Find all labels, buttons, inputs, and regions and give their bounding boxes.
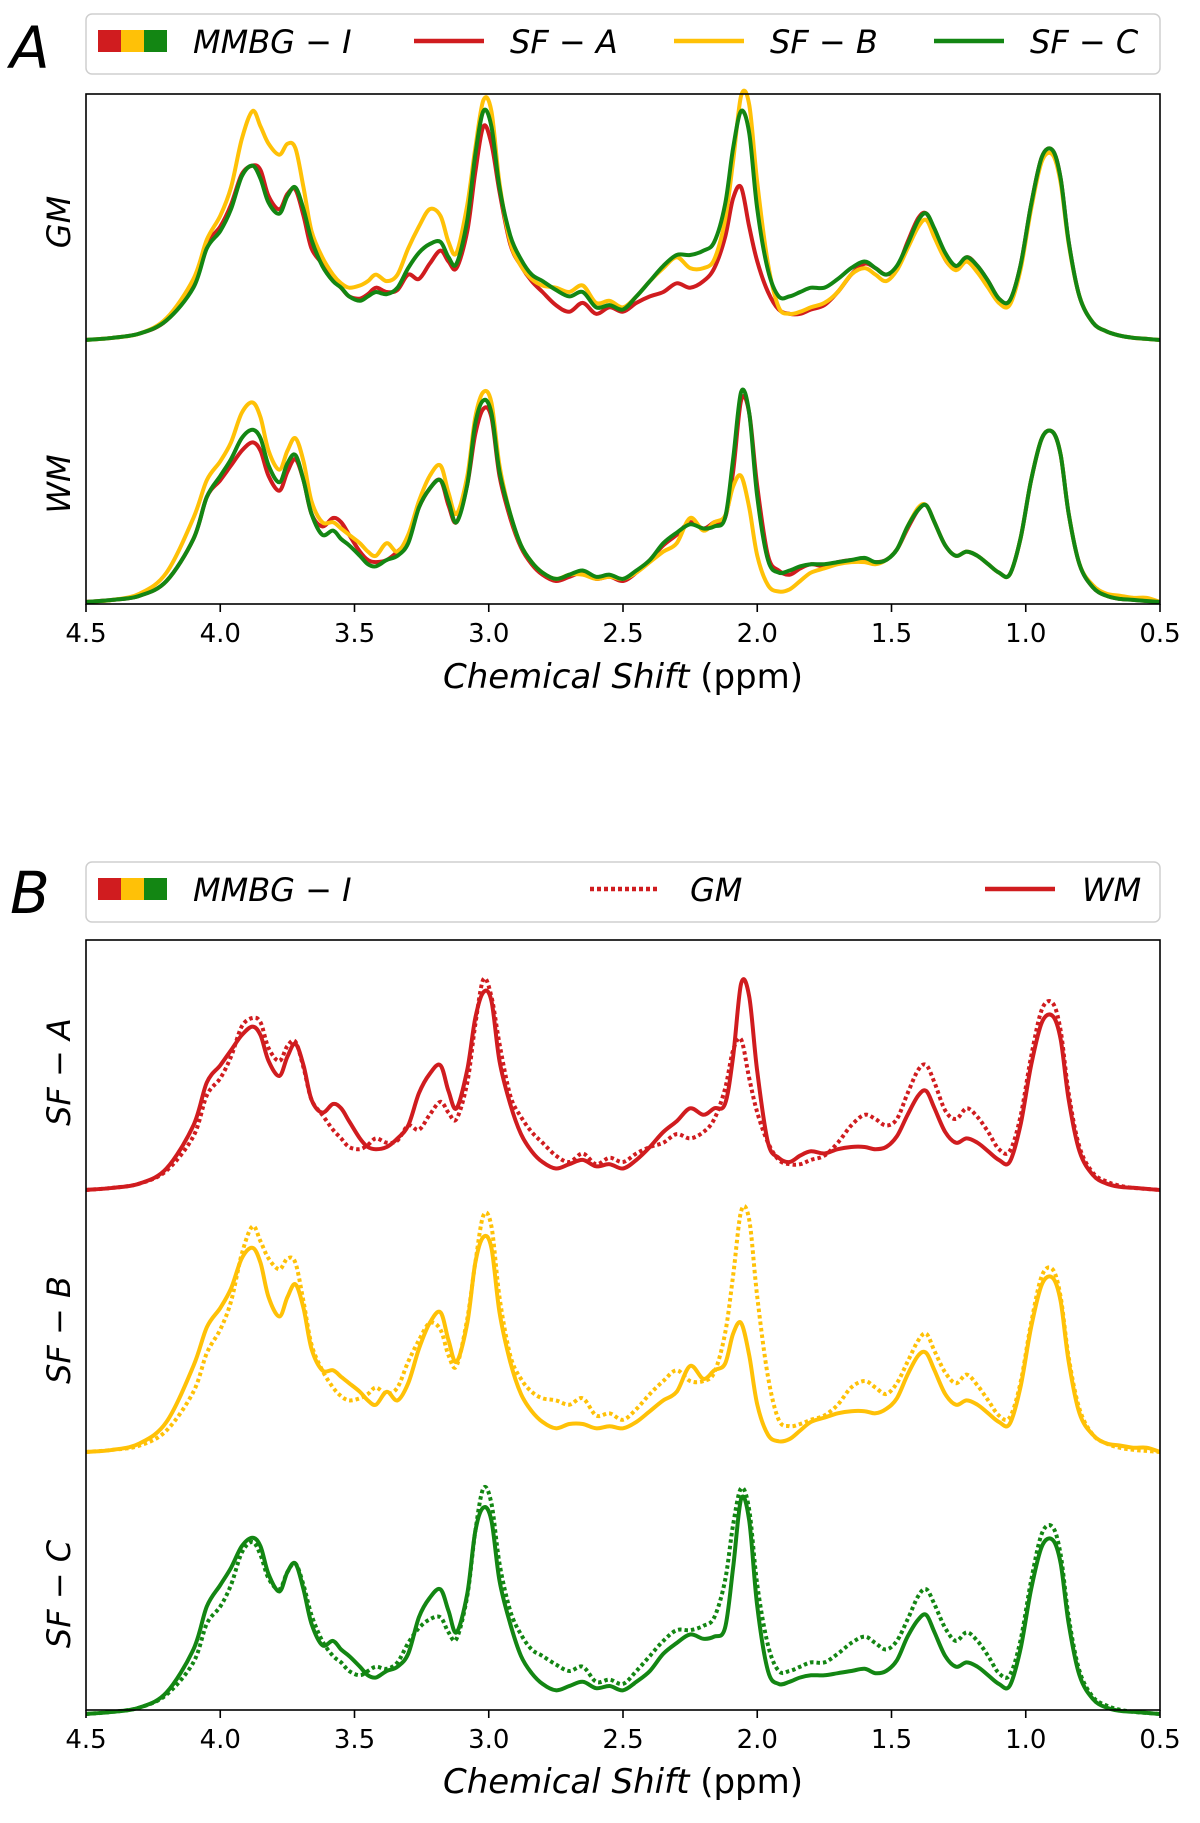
series-line-sf-b-gm [85, 1204, 1161, 1454]
track-label-sf-b: SF − B [40, 1276, 78, 1384]
legend-sfc-label: SF − C [1030, 23, 1139, 61]
x-tick-label: 3.0 [468, 619, 509, 649]
legend-frame [85, 13, 1161, 75]
panel-a-x-axis: 4.5 4.0 3.5 3.0 2.5 2.0 1.5 1.0 0.5 [65, 604, 1181, 649]
x-tick-label: 3.5 [334, 1725, 375, 1755]
track-label-sf-c: SF − C [40, 1539, 78, 1648]
track-label-sf-a: SF − A [40, 1018, 78, 1126]
panel-a-x-axis-title: Chemical Shift (ppm) [443, 657, 803, 697]
mmbg-swatch-green [144, 878, 167, 900]
mmbg-swatch-yellow [121, 878, 144, 900]
x-tick-label: 2.0 [737, 1725, 778, 1755]
x-tick-label: 4.0 [200, 1725, 241, 1755]
legend-gm-label: GM [690, 871, 742, 909]
panel-a-plot-area [85, 88, 1161, 604]
x-tick-label: 0.5 [1139, 619, 1180, 649]
series-line-gm-sf-c [85, 107, 1161, 342]
series-line-sf-c-gm [85, 1484, 1161, 1716]
series-line-wm-sf-c [85, 387, 1161, 604]
series-line-sf-b-wm [85, 1233, 1161, 1454]
x-tick-label: 1.5 [871, 1725, 912, 1755]
x-tick-label: 2.5 [602, 1725, 643, 1755]
x-tick-label: 3.5 [334, 619, 375, 649]
legend-sfb-label: SF − B [770, 23, 878, 61]
panel-b-x-axis: 4.5 4.0 3.5 3.0 2.5 2.0 1.5 1.0 0.5 [65, 1710, 1181, 1755]
x-tick-label: 3.0 [468, 1725, 509, 1755]
panel-b-x-axis-title: Chemical Shift (ppm) [443, 1762, 803, 1802]
panel-b-axes-frame [85, 939, 1161, 1711]
track-label-wm: WM [40, 454, 78, 513]
legend-sfa-label: SF − A [510, 23, 618, 61]
legend-frame [85, 861, 1161, 923]
panel-b-plot-area [85, 976, 1161, 1716]
x-tick-label: 1.5 [871, 619, 912, 649]
panel-a-letter: A [6, 14, 50, 82]
x-tick-label: 4.0 [200, 619, 241, 649]
panel-b-legend: MMBG − I GM WM [85, 861, 1161, 923]
x-tick-label: 2.0 [737, 619, 778, 649]
mmbg-swatch-yellow [121, 30, 144, 52]
mmbg-swatch-red [98, 30, 121, 52]
legend-mmbg-label: MMBG − I [193, 23, 352, 61]
panel-a: A MMBG − I SF − A SF − B SF − C GM WM 4.… [6, 13, 1181, 697]
track-label-gm: GM [40, 196, 78, 248]
series-line-gm-sf-b [85, 88, 1161, 342]
mmbg-swatch-green [144, 30, 167, 52]
legend-mmbg-label: MMBG − I [193, 871, 352, 909]
panel-b-letter: B [10, 859, 50, 927]
x-tick-label: 2.5 [602, 619, 643, 649]
mmbg-swatch-red [98, 878, 121, 900]
x-tick-label: 4.5 [65, 619, 106, 649]
x-tick-label: 4.5 [65, 1725, 106, 1755]
series-line-sf-a-wm [85, 977, 1161, 1192]
x-tick-label: 1.0 [1005, 619, 1046, 649]
x-tick-label: 1.0 [1005, 1725, 1046, 1755]
series-line-sf-c-wm [85, 1494, 1161, 1716]
panel-a-legend: MMBG − I SF − A SF − B SF − C [85, 13, 1161, 75]
legend-wm-label: WM [1082, 871, 1141, 909]
panel-b: B MMBG − I GM WM SF − A SF − B SF − C 4.… [10, 859, 1181, 1802]
x-tick-label: 0.5 [1139, 1725, 1180, 1755]
